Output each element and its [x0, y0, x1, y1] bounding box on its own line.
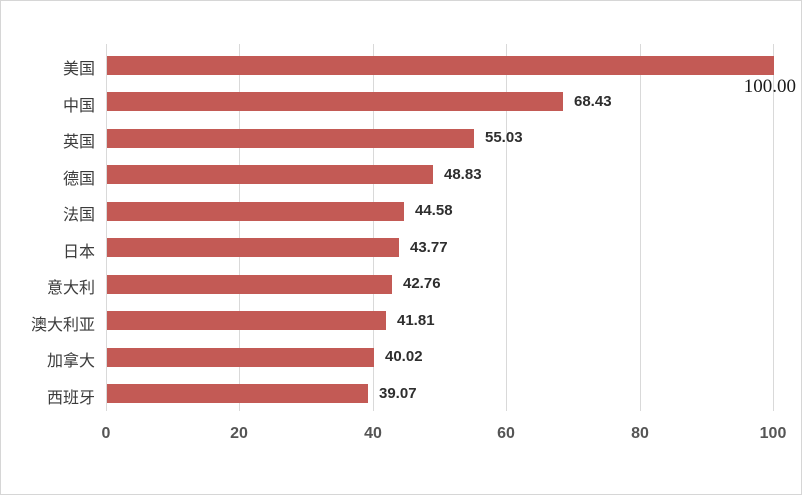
category-label: 日本 [62, 244, 95, 261]
bar [107, 238, 399, 257]
bar [107, 165, 433, 184]
x-tick-label: 0 [101, 425, 111, 442]
value-label: 43.77 [410, 239, 448, 256]
gridline-x-80 [640, 44, 641, 411]
gridline-x-40 [373, 44, 374, 411]
bar [107, 384, 368, 403]
category-label: 中国 [62, 98, 95, 115]
category-label: 美国 [62, 61, 95, 78]
value-label: 42.76 [403, 275, 441, 292]
value-label: 41.81 [397, 312, 435, 329]
bar [107, 311, 386, 330]
category-label: 加拿大 [46, 353, 95, 370]
gridline-x-20 [239, 44, 240, 411]
category-label: 西班牙 [46, 390, 95, 407]
category-label: 澳大利亚 [30, 317, 95, 334]
x-tick-label: 60 [497, 425, 515, 442]
value-label: 55.03 [485, 129, 523, 146]
bar [107, 56, 774, 75]
category-label: 德国 [62, 171, 95, 188]
x-tick-label: 20 [230, 425, 248, 442]
value-label: 100.00 [743, 76, 796, 97]
value-label: 48.83 [444, 166, 482, 183]
value-label: 39.07 [379, 385, 417, 402]
bar [107, 202, 404, 221]
x-tick-label: 80 [631, 425, 649, 442]
bar [107, 92, 563, 111]
gridline-x-100 [773, 44, 774, 411]
gridline-x-60 [506, 44, 507, 411]
bar [107, 129, 474, 148]
category-label: 意大利 [46, 280, 95, 297]
value-label: 44.58 [415, 202, 453, 219]
gridline-x-0 [106, 44, 107, 411]
value-label: 40.02 [385, 348, 423, 365]
bar [107, 348, 374, 367]
category-label: 法国 [62, 207, 95, 224]
x-tick-label: 100 [759, 425, 787, 442]
bar [107, 275, 392, 294]
value-label: 68.43 [574, 93, 612, 110]
category-label: 英国 [62, 134, 95, 151]
x-tick-label: 40 [364, 425, 382, 442]
